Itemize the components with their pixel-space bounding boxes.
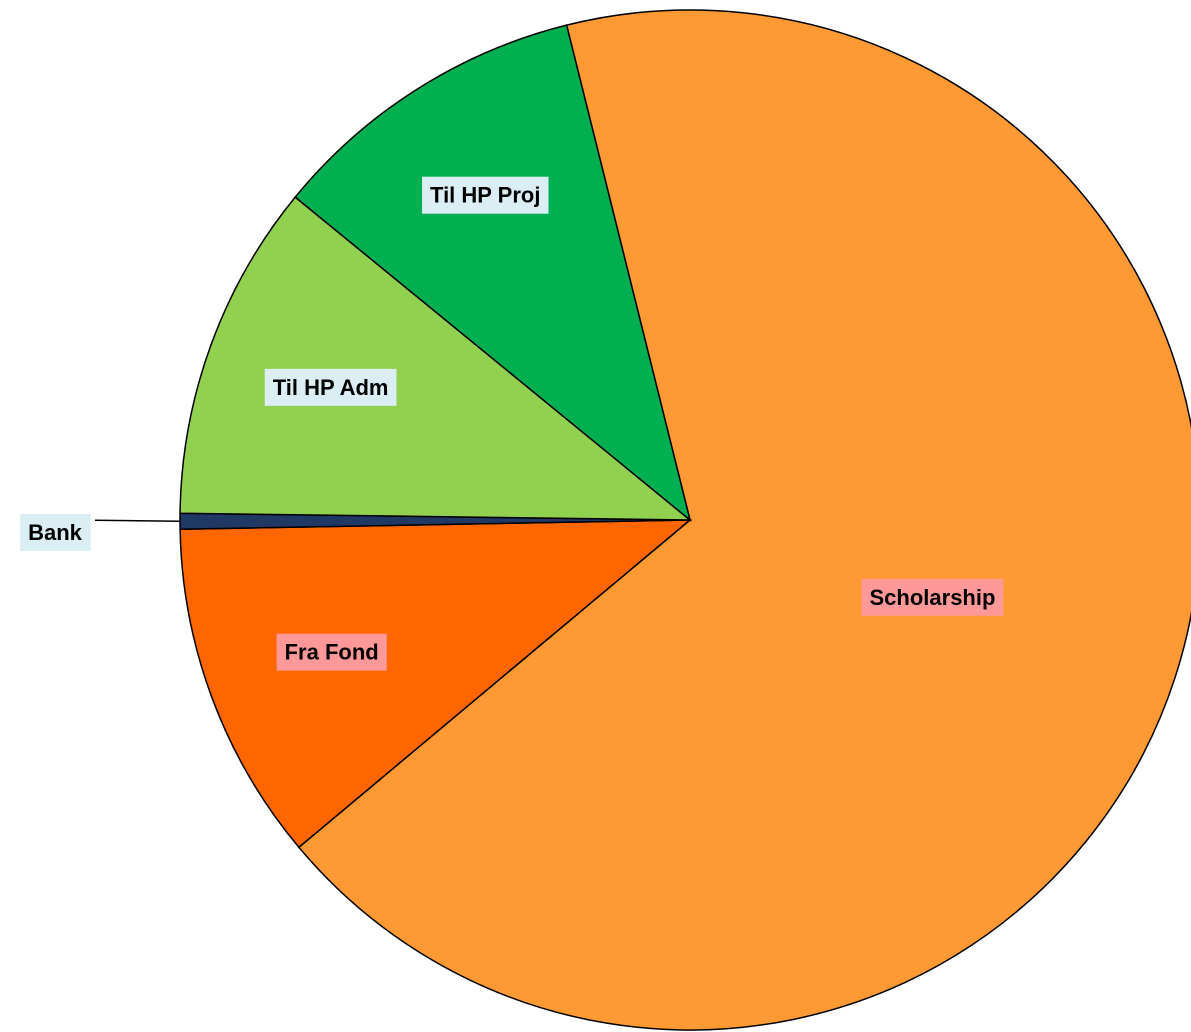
data-label: Bank xyxy=(20,514,91,552)
data-label: Til HP Adm xyxy=(264,368,397,406)
leader-line xyxy=(94,519,181,522)
data-label-box xyxy=(276,633,387,671)
data-label-box xyxy=(861,578,1004,616)
data-label-text: Scholarship xyxy=(870,585,996,610)
pie-slice xyxy=(297,9,1191,1031)
data-label-text: Til HP Proj xyxy=(430,183,540,208)
data-label: Scholarship xyxy=(861,578,1004,616)
data-label: Til HP Proj xyxy=(422,176,549,214)
data-label-box xyxy=(422,176,549,214)
data-label-text: Fra Fond xyxy=(285,640,379,665)
data-label-text: Til HP Adm xyxy=(273,375,389,400)
pie-slice xyxy=(179,196,693,521)
data-label-text: Bank xyxy=(28,520,83,545)
data-label: Fra Fond xyxy=(276,633,387,671)
pie-slice xyxy=(294,24,692,523)
pie-slice xyxy=(179,519,693,849)
data-label-box xyxy=(20,514,91,552)
data-label-box xyxy=(264,368,397,406)
